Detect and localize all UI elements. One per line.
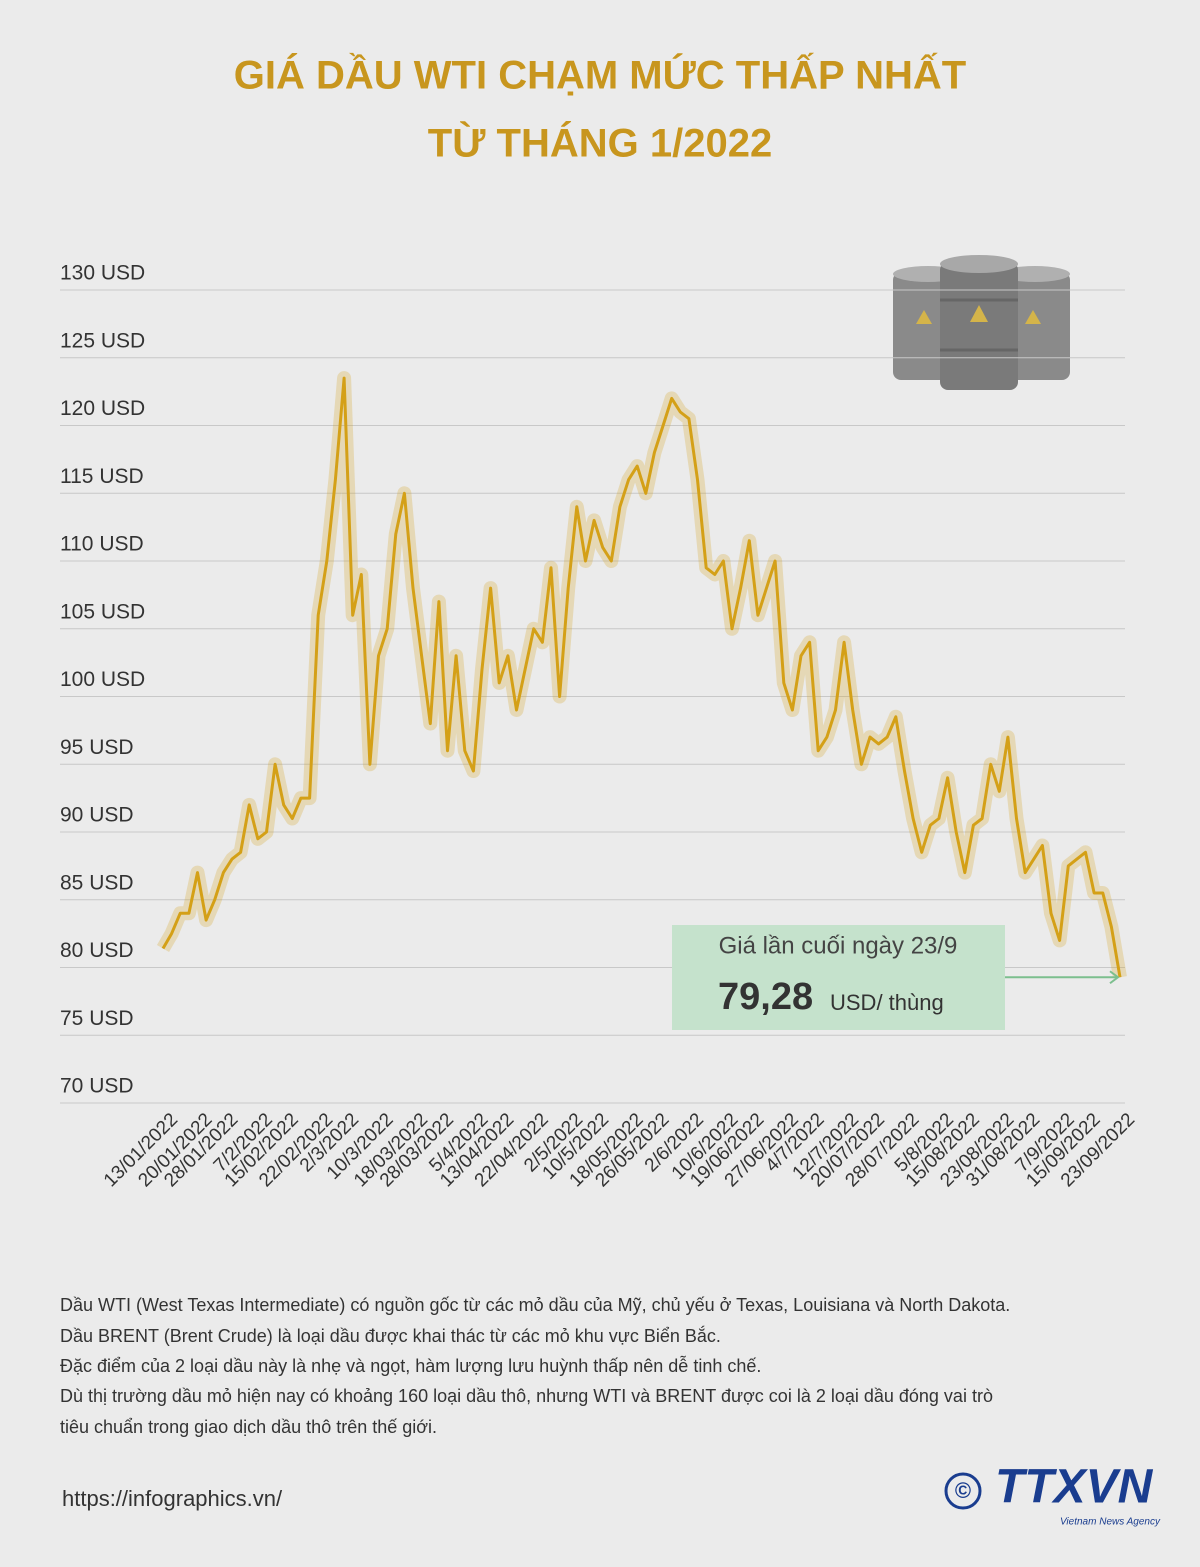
notes: Dầu WTI (West Texas Intermediate) có ngu… xyxy=(60,1295,1010,1437)
y-tick-label: 75 USD xyxy=(60,1007,134,1030)
y-tick-label: 95 USD xyxy=(60,736,134,759)
y-tick-label: 110 USD xyxy=(60,533,144,556)
y-tick-label: 120 USD xyxy=(60,397,145,420)
y-tick-label: 90 USD xyxy=(60,804,134,827)
y-tick-label: 100 USD xyxy=(60,668,145,691)
footer-url: https://infographics.vn/ xyxy=(62,1486,283,1511)
y-tick-label: 115 USD xyxy=(60,465,144,488)
chart-subtitle: TỪ THÁNG 1/2022 xyxy=(428,120,772,166)
annotation-text: Giá lần cuối ngày 23/9 xyxy=(719,932,958,959)
y-tick-label: 130 USD xyxy=(60,262,145,285)
y-tick-label: 105 USD xyxy=(60,600,145,623)
annotation-arrowhead xyxy=(1109,970,1120,985)
copyright: © xyxy=(955,1478,971,1503)
annotation-value: 79,28 xyxy=(718,976,813,1018)
price-line xyxy=(161,376,1122,978)
y-tick-label: 70 USD xyxy=(60,1075,134,1098)
logo-sub: Vietnam News Agency xyxy=(1060,1517,1161,1528)
note-line: Dù thị trường dầu mỏ hiện nay có khoảng … xyxy=(60,1386,993,1406)
note-line: Dầu WTI (West Texas Intermediate) có ngu… xyxy=(60,1295,1010,1315)
y-tick-label: 80 USD xyxy=(60,939,134,962)
logo-text: TTXVN xyxy=(995,1461,1154,1514)
logo: © TTXVN Vietnam News Agency xyxy=(944,1461,1161,1528)
annotation: Giá lần cuối ngày 23/9 79,28 USD/ thùng xyxy=(672,925,1005,1030)
note-line: Dầu BRENT (Brent Crude) là loại dầu được… xyxy=(60,1325,721,1346)
oil-barrels-icon xyxy=(893,255,1070,390)
chart-title: GIÁ DẦU WTI CHẠM MỨC THẤP NHẤT xyxy=(234,52,966,98)
y-tick-label: 125 USD xyxy=(60,329,145,352)
note-line: tiêu chuẩn trong giao dịch dầu thô trên … xyxy=(60,1417,437,1437)
y-tick-label: 85 USD xyxy=(60,871,134,894)
annotation-box xyxy=(672,925,1005,1030)
annotation-unit: USD/ thùng xyxy=(830,990,944,1015)
note-line: Đặc điểm của 2 loại dầu này là nhẹ và ng… xyxy=(60,1355,761,1376)
